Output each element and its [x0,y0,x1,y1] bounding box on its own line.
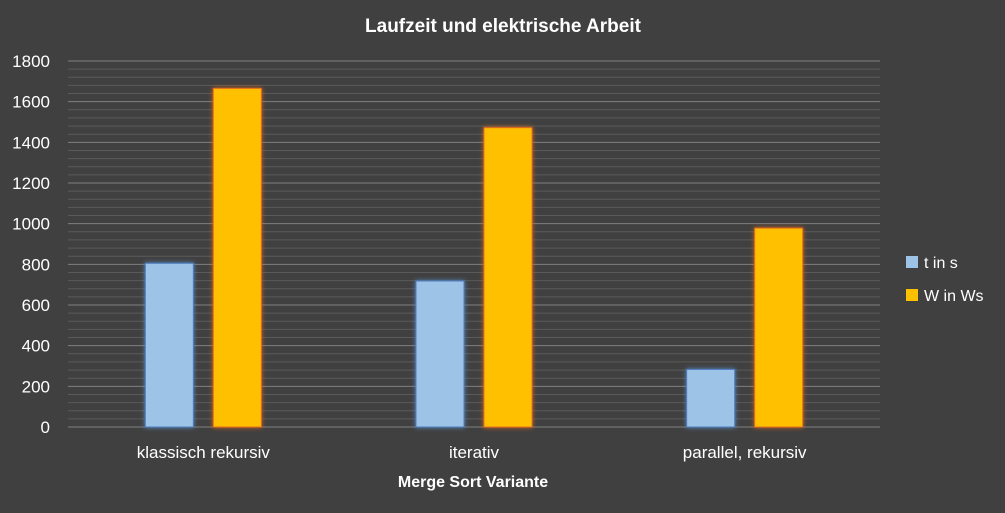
category-label: klassisch rekursiv [137,443,271,462]
y-tick-label: 1800 [12,52,50,71]
y-tick-label: 200 [22,377,50,396]
x-axis-title: Merge Sort Variante [398,474,548,491]
legend: t in s W in Ws [906,255,984,305]
bar-t-in-s-0 [144,262,194,428]
legend-swatch-1 [906,289,918,301]
y-axis-tick-labels: 0 200 400 600 800 1000 1200 1400 1600 1800 [12,52,50,437]
y-tick-label: 600 [22,296,50,315]
y-tick-label: 1200 [12,174,50,193]
bar-w-in-ws-2 [754,227,804,428]
y-tick-label: 1600 [12,93,50,112]
bar-w-in-ws-1 [483,127,533,428]
legend-swatch-0 [906,256,918,268]
category-label: parallel, rekursiv [683,443,807,462]
bar-t-in-s-2 [686,368,736,428]
bar-w-in-ws-0 [212,87,262,428]
legend-label-0: t in s [924,255,958,272]
bar-series [144,87,804,428]
category-label: iterativ [449,443,500,462]
y-tick-label: 1000 [12,215,50,234]
x-axis-category-labels: klassisch rekursiv iterativ parallel, reku… [137,443,807,462]
legend-label-1: W in Ws [924,288,984,305]
y-tick-label: 400 [22,337,50,356]
major-gridlines [68,60,880,428]
y-tick-label: 1400 [12,133,50,152]
chart-title: Laufzeit und elektrische Arbeit [365,16,642,37]
y-tick-label: 0 [41,418,50,437]
bar-t-in-s-1 [415,280,465,428]
minor-gridlines [68,68,880,420]
y-tick-label: 800 [22,255,50,274]
